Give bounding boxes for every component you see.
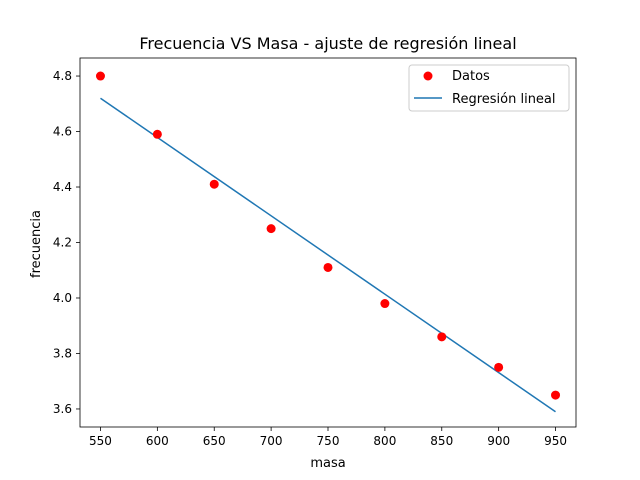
- chart-title: Frecuencia VS Masa - ajuste de regresión…: [139, 34, 516, 53]
- data-point: [209, 179, 219, 189]
- data-point: [551, 390, 561, 400]
- x-tick-label: 600: [146, 434, 169, 448]
- legend-label-datos: Datos: [452, 69, 490, 84]
- y-tick-label: 4.0: [53, 291, 72, 305]
- legend-box: [408, 64, 570, 112]
- x-tick-label: 850: [430, 434, 453, 448]
- x-axis-label: masa: [310, 456, 345, 471]
- x-tick-label: 950: [544, 434, 567, 448]
- data-point: [437, 332, 447, 342]
- legend-marker-datos: [423, 71, 433, 81]
- y-tick-label: 4.8: [53, 69, 72, 83]
- data-point: [380, 299, 390, 309]
- x-tick-label: 700: [260, 434, 283, 448]
- legend-label-regresion: Regresión lineal: [452, 92, 556, 107]
- plot-area: 550 600 650 700 750 800 850 900 950 3.6 3.8 4.0 4.2 4…: [53, 57, 577, 448]
- y-tick-label: 4.2: [53, 236, 72, 250]
- regression-line: [100, 97, 556, 413]
- y-tick-label: 4.6: [53, 125, 72, 139]
- data-point: [266, 224, 276, 234]
- x-tick-label: 750: [317, 434, 340, 448]
- x-tick-label: 800: [373, 434, 396, 448]
- x-tick-label: 900: [487, 434, 510, 448]
- legend: Datos Regresión lineal: [408, 64, 570, 112]
- y-axis-label: frecuencia: [29, 210, 44, 278]
- axes-frame: [79, 57, 577, 428]
- y-tick-label: 3.6: [53, 402, 72, 416]
- x-tick-label: 550: [89, 434, 112, 448]
- x-tick-label: 650: [203, 434, 226, 448]
- data-point: [494, 362, 504, 372]
- data-point: [95, 71, 105, 81]
- data-point: [152, 129, 162, 139]
- y-tick-label: 3.8: [53, 346, 72, 360]
- y-tick-label: 4.4: [53, 180, 72, 194]
- data-point: [323, 262, 333, 272]
